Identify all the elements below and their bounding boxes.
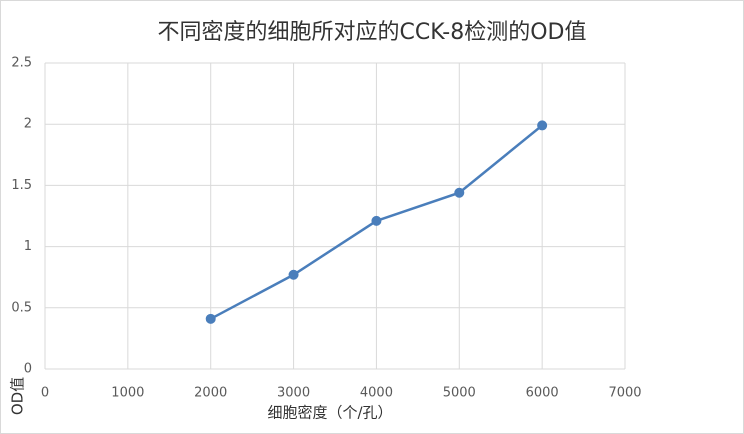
data-point — [371, 215, 382, 226]
y-axis-title: OD值 — [9, 377, 27, 415]
x-tick-label: 7000 — [608, 386, 641, 401]
x-tick-label: 4000 — [360, 386, 393, 401]
data-point — [537, 120, 548, 131]
x-tick-label: 5000 — [443, 386, 476, 401]
y-tick-label: 2 — [24, 117, 32, 132]
y-tick-label: 2.5 — [11, 56, 32, 71]
x-tick-label: 1000 — [111, 386, 144, 401]
x-axis-title: 细胞密度（个/孔） — [267, 404, 392, 422]
x-tick-label: 6000 — [526, 386, 559, 401]
data-point — [205, 313, 216, 324]
y-tick-label: 0.5 — [11, 300, 32, 315]
data-point — [454, 187, 465, 198]
x-tick-label: 2000 — [194, 386, 227, 401]
x-tick-label: 0 — [41, 386, 49, 401]
chart-title: 不同密度的细胞所对应的CCK-8检测的OD值 — [157, 20, 586, 45]
x-tick-label: 3000 — [277, 386, 310, 401]
data-point — [288, 269, 299, 280]
y-tick-label: 1.5 — [11, 178, 32, 193]
y-tick-label: 0 — [24, 362, 32, 377]
y-tick-label: 1 — [24, 239, 32, 254]
